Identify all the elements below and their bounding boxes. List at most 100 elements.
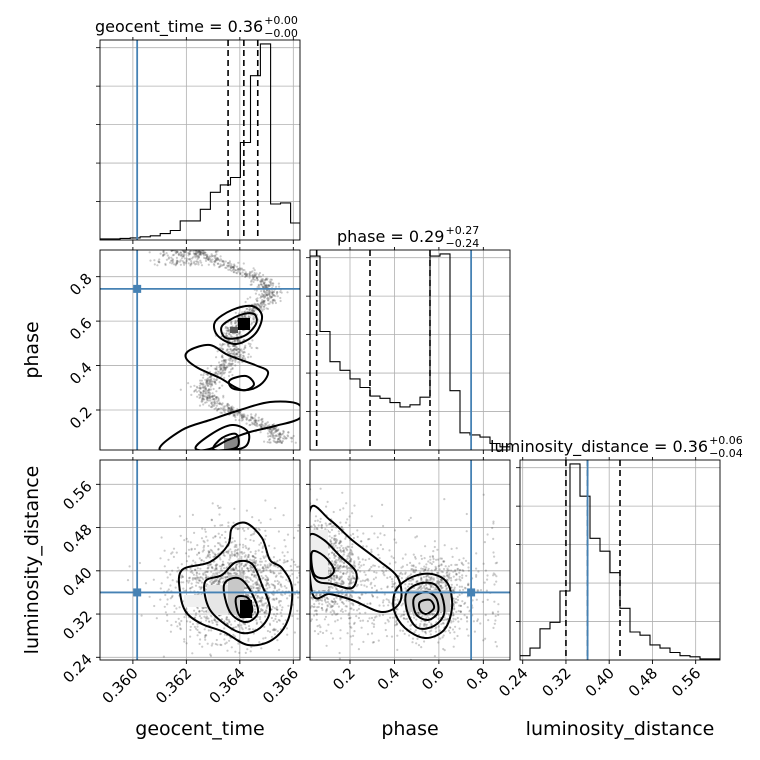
sample-point — [236, 340, 239, 343]
sample-point — [395, 603, 398, 606]
sample-point — [219, 258, 222, 261]
sample-point — [339, 521, 342, 524]
sample-point — [270, 295, 273, 299]
sample-point — [174, 252, 177, 255]
sample-point — [286, 633, 289, 636]
sample-point — [228, 333, 231, 336]
sample-point — [228, 359, 232, 362]
sample-point — [442, 619, 445, 622]
sample-point — [260, 599, 263, 602]
sample-point — [430, 584, 433, 587]
sample-point — [421, 630, 424, 633]
sample-point — [214, 261, 217, 264]
sample-point — [239, 272, 242, 275]
sample-point — [259, 585, 262, 588]
sample-point — [420, 578, 423, 581]
sample-point — [204, 388, 207, 391]
sample-point — [256, 276, 259, 279]
sample-point — [331, 601, 335, 604]
sample-point — [197, 631, 200, 634]
sample-point — [258, 610, 261, 613]
sample-point — [270, 431, 273, 434]
sample-point — [272, 629, 275, 632]
sample-point — [441, 586, 444, 589]
sample-point — [213, 260, 216, 263]
sample-point — [256, 563, 259, 567]
sample-point — [290, 569, 293, 572]
sample-point — [266, 297, 269, 300]
sample-point — [185, 642, 188, 645]
sample-point — [230, 572, 233, 576]
sample-point — [221, 343, 224, 346]
sample-point — [228, 264, 231, 267]
sample-point — [280, 291, 283, 294]
sample-point — [384, 622, 387, 625]
sample-point — [349, 553, 353, 556]
sample-point — [246, 556, 249, 559]
sample-point — [420, 554, 423, 557]
sample-point — [268, 294, 271, 297]
sample-point — [227, 552, 230, 555]
sample-point — [187, 254, 190, 257]
sample-point — [233, 339, 236, 342]
sample-point — [393, 599, 396, 602]
sample-point — [206, 379, 209, 382]
sample-point — [251, 339, 254, 342]
sample-point — [493, 622, 496, 625]
sample-point — [270, 635, 274, 639]
sample-point — [330, 571, 333, 574]
sample-point — [352, 576, 355, 580]
sample-point — [266, 587, 269, 590]
sample-point — [260, 424, 263, 427]
sample-point — [195, 574, 198, 577]
sample-point — [243, 529, 246, 532]
sample-point — [179, 388, 182, 391]
sample-point — [265, 277, 268, 280]
sample-point — [237, 548, 240, 551]
sample-point — [213, 398, 216, 401]
sample-point — [445, 612, 448, 615]
sample-point — [462, 569, 465, 573]
sample-point — [286, 597, 289, 600]
sample-point — [258, 528, 261, 532]
sample-point — [297, 596, 300, 599]
sample-point — [447, 629, 450, 632]
sample-point — [484, 637, 487, 640]
sample-point — [182, 250, 185, 253]
sample-point — [452, 614, 455, 617]
sample-point — [195, 576, 198, 580]
sample-point — [198, 251, 201, 255]
sample-point — [330, 536, 333, 539]
sample-point — [314, 637, 316, 639]
sample-point — [394, 582, 397, 585]
sample-point — [227, 261, 230, 265]
sample-point — [253, 605, 256, 608]
sample-point — [257, 519, 261, 522]
sample-point — [230, 352, 233, 355]
sample-point — [486, 533, 489, 536]
sample-point — [234, 544, 237, 547]
sample-point — [183, 638, 186, 641]
sample-point — [344, 609, 347, 612]
sample-point — [493, 583, 496, 586]
sample-point — [395, 623, 398, 626]
sample-point — [266, 294, 269, 297]
sample-point — [214, 371, 217, 375]
sample-point — [455, 583, 459, 587]
sample-point — [306, 596, 308, 598]
sample-point — [375, 571, 378, 574]
sample-point — [203, 256, 206, 259]
sample-point — [401, 629, 405, 633]
sample-point — [236, 267, 240, 270]
sample-point — [234, 650, 237, 653]
sample-point — [206, 642, 209, 645]
sample-point — [331, 586, 334, 590]
sample-point — [315, 595, 318, 598]
sample-point — [263, 282, 266, 285]
sample-point — [222, 361, 225, 364]
sample-point — [386, 576, 389, 580]
sample-point — [193, 547, 196, 551]
sample-point — [328, 531, 331, 534]
sample-point — [252, 422, 255, 425]
sample-point — [237, 411, 240, 414]
